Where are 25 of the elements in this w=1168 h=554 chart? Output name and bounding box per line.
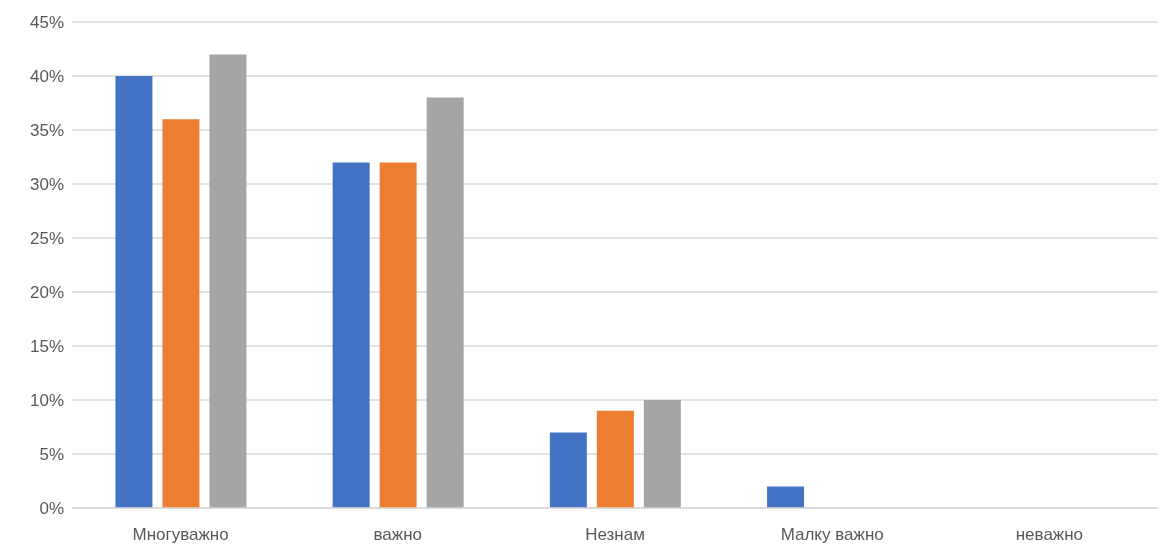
x-tick-label: Многуважно (132, 525, 229, 545)
bar (115, 76, 153, 508)
bar (162, 119, 200, 508)
y-tick-label: 10% (29, 391, 64, 411)
bar (426, 97, 464, 508)
y-tick-label: 0% (39, 499, 64, 519)
bar (209, 54, 247, 508)
y-tick-label: 30% (29, 175, 64, 195)
y-tick-label: 45% (29, 13, 64, 33)
y-tick-label: 20% (29, 283, 64, 303)
x-tick-label: важно (373, 525, 423, 545)
bar (596, 410, 634, 508)
y-tick-label: 40% (29, 67, 64, 87)
bar (549, 432, 587, 508)
bar (643, 400, 681, 508)
bar (379, 162, 417, 508)
bar (767, 486, 805, 508)
y-tick-label: 35% (29, 121, 64, 141)
x-tick-label: неважно (1015, 525, 1084, 545)
y-tick-label: 15% (29, 337, 64, 357)
y-tick-label: 5% (39, 445, 64, 465)
x-tick-label: Незнам (585, 525, 645, 545)
x-tick-label: Малку важно (780, 525, 884, 545)
bar (332, 162, 370, 508)
y-tick-label: 25% (29, 229, 64, 249)
